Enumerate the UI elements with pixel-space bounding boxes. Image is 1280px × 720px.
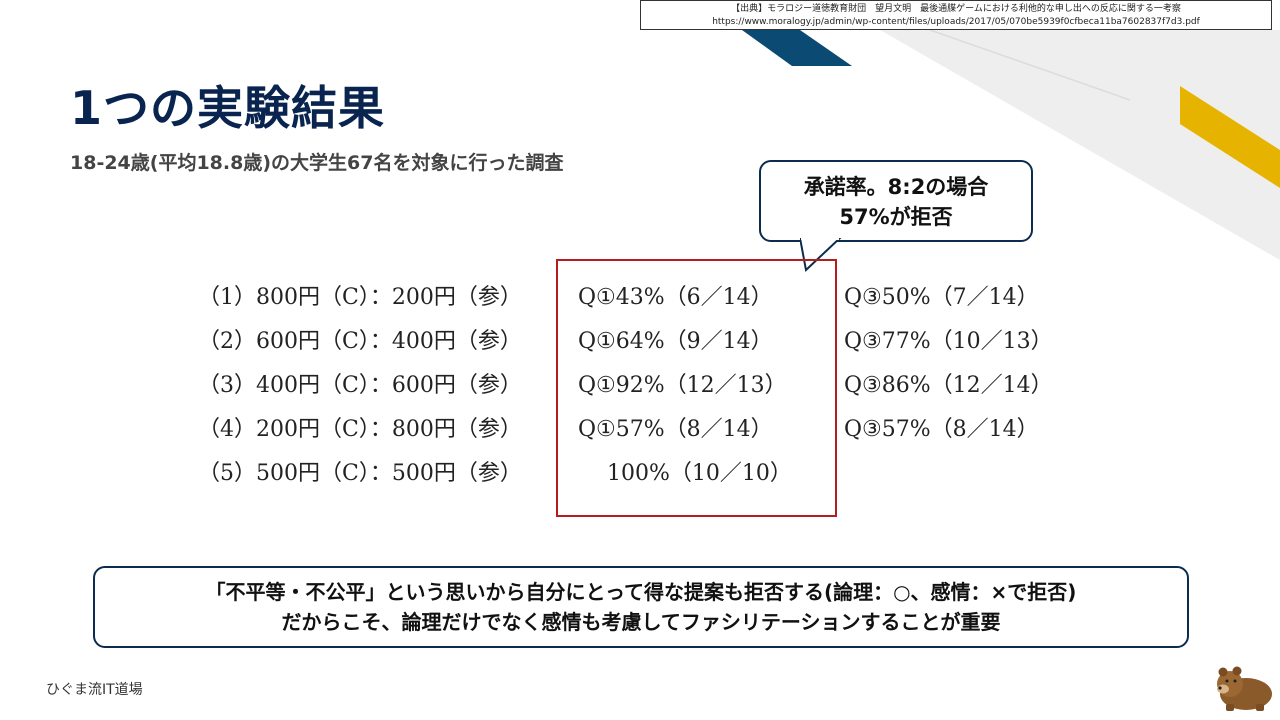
q1-rate: 100%（10／10） xyxy=(578,461,792,486)
condition-label: （3）400円（C）：600円（参） xyxy=(198,373,522,398)
q1-rate: Q①57%（8／14） xyxy=(578,417,773,442)
result-row: （2）600円（C）：400円（参） Q①64%（9／14） Q③77%（10／… xyxy=(198,323,1098,367)
source-line-1: 【出典】モラロジー道徳教育財団 望月文明 最後通牒ゲームにおける利他的な申し出へ… xyxy=(731,4,1181,14)
source-url: https://www.moralogy.jp/admin/wp-content… xyxy=(712,17,1200,27)
summary-line-1: 「不平等・不公平」という思いから自分にとって得な提案も拒否する(論理：○、感情：… xyxy=(205,580,1077,604)
q1-rate: Q①64%（9／14） xyxy=(578,329,773,354)
q1-rate: Q①92%（12／13） xyxy=(578,373,787,398)
page-title: 1つの実験結果 xyxy=(70,81,386,135)
q1-rate: Q①43%（6／14） xyxy=(578,285,773,310)
q3-rate: Q③50%（7／14） xyxy=(844,285,1039,310)
summary-line-2: だからこそ、論理だけでなく感情も考慮してファシリテーションすることが重要 xyxy=(281,610,1001,634)
result-row: （3）400円（C）：600円（参） Q①92%（12／13） Q③86%（12… xyxy=(198,367,1098,411)
source-citation: 【出典】モラロジー道徳教育財団 望月文明 最後通牒ゲームにおける利他的な申し出へ… xyxy=(640,0,1272,30)
q3-rate: Q③77%（10／13） xyxy=(844,329,1053,354)
results-table: （1）800円（C）：200円（参） Q①43%（6／14） Q③50%（7／1… xyxy=(198,279,1098,499)
q3-rate: Q③57%（8／14） xyxy=(844,417,1039,442)
condition-label: （5）500円（C）：500円（参） xyxy=(198,461,522,486)
callout-line-1: 承諾率。8:2の場合 xyxy=(803,175,989,199)
summary-box: 「不平等・不公平」という思いから自分にとって得な提案も拒否する(論理：○、感情：… xyxy=(93,566,1189,648)
q1-highlight-box xyxy=(556,259,837,517)
result-row: （1）800円（C）：200円（参） Q①43%（6／14） Q③50%（7／1… xyxy=(198,279,1098,323)
condition-label: （1）800円（C）：200円（参） xyxy=(198,285,522,310)
condition-label: （4）200円（C）：800円（参） xyxy=(198,417,522,442)
callout-box: 承諾率。8:2の場合 57%が拒否 xyxy=(759,160,1033,242)
footer-brand: ひぐま流IT道場 xyxy=(46,682,143,698)
callout-tail xyxy=(800,238,842,272)
callout-line-2: 57%が拒否 xyxy=(839,205,953,229)
page-subtitle: 18-24歳(平均18.8歳)の大学生67名を対象に行った調査 xyxy=(70,152,564,174)
bear-icon xyxy=(1217,666,1272,711)
result-row: （5）500円（C）：500円（参） 100%（10／10） xyxy=(198,455,1098,499)
result-row: （4）200円（C）：800円（参） Q①57%（8／14） Q③57%（8／1… xyxy=(198,411,1098,455)
q3-rate: Q③86%（12／14） xyxy=(844,373,1053,398)
condition-label: （2）600円（C）：400円（参） xyxy=(198,329,522,354)
